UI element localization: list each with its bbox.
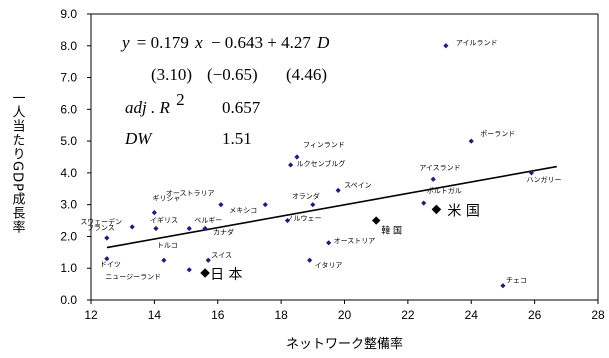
data-point [500, 283, 506, 289]
data-point [310, 202, 316, 208]
dw-value: 1.51 [222, 129, 252, 148]
adj-r2-value: 0.657 [222, 98, 261, 117]
data-point [186, 225, 192, 232]
data-point [294, 154, 300, 160]
data-point [129, 224, 135, 230]
data-point [202, 225, 208, 232]
x-tick-label: 24 [465, 308, 479, 322]
data-label: 日 本 [210, 267, 242, 283]
data-label: メキシコ [229, 207, 257, 215]
data-label: チェコ [506, 277, 527, 285]
x-tick-label: 28 [591, 308, 605, 322]
data-label: アイスランド [419, 164, 460, 172]
x-tick-label: 14 [148, 308, 162, 322]
data-label: イギリス [150, 217, 178, 225]
y-tick-label: 5.0 [60, 134, 77, 148]
data-point [468, 138, 474, 144]
data-label: オランダ [292, 192, 320, 201]
data-label: カナダ [213, 228, 234, 237]
data-point [443, 43, 449, 49]
axes [90, 13, 599, 301]
y-tick-label: 1.0 [60, 261, 77, 275]
y-axis-title: 一人当たりGDP成長率 [10, 91, 26, 234]
data-point [307, 257, 313, 263]
y-axis-ticks: 0.0 1.0 2.0 3.0 4.0 5.0 6.0 7.0 8.0 9.0 [60, 7, 91, 307]
y-tick-label: 8.0 [60, 39, 77, 53]
data-point [205, 257, 211, 263]
y-tick-label: 0.0 [60, 293, 77, 307]
x-tick-label: 18 [274, 308, 288, 322]
data-label: オーストリア [334, 237, 376, 245]
data-point [186, 267, 192, 273]
data-label: ポーランド [480, 130, 515, 138]
data-label: スイス [211, 251, 232, 259]
data-label: ポルトガル [427, 186, 462, 195]
data-point [104, 235, 110, 241]
data-label: ドイツ [100, 261, 121, 269]
data-point [153, 225, 159, 232]
data-point [371, 216, 381, 225]
data-label: スウェーデン [80, 217, 122, 226]
data-point [288, 162, 294, 168]
data-label: ルクセンブルグ [297, 159, 346, 168]
data-label: アイルランド [456, 39, 498, 47]
data-point [431, 204, 442, 215]
data-label: 韓 国 [381, 226, 402, 237]
data-point [161, 257, 167, 263]
data-points [104, 43, 535, 289]
data-label: ハンガリー [526, 175, 561, 184]
data-label: フランス [87, 224, 115, 232]
data-point [430, 176, 436, 182]
regression-annotation: y = 0.179 x − 0.643 + 4.27 D (3.10) (−0.… [120, 33, 330, 148]
trendline [106, 165, 557, 249]
data-point [200, 268, 210, 278]
x-tick-label: 26 [528, 308, 542, 322]
y-tick-label: 2.0 [60, 229, 77, 243]
x-tick-label: 16 [211, 308, 225, 322]
y-tick-label: 9.0 [60, 7, 77, 21]
data-point [104, 256, 110, 262]
data-point [218, 202, 224, 208]
data-label: ギリシャ [152, 195, 180, 203]
data-label: ベルギー [194, 217, 222, 225]
data-label: イタリア [315, 260, 343, 269]
x-axis-title: ネットワーク整備率 [286, 336, 403, 352]
data-point [326, 240, 332, 246]
data-label: フィンランド [303, 141, 345, 149]
x-tick-label: 20 [338, 308, 352, 322]
y-tick-label: 3.0 [60, 198, 77, 212]
adj-r2-label: adj . R 2 [125, 90, 185, 117]
t-value-1: (3.10) [151, 65, 192, 84]
data-label: 米 国 [447, 203, 479, 219]
data-label: ノルウェー [286, 215, 321, 223]
data-point [151, 210, 157, 216]
t-value-2: (−0.65) [207, 65, 258, 84]
data-label: オーストラリア [166, 190, 215, 198]
data-point [421, 200, 427, 206]
x-axis-ticks: 12 14 16 18 20 22 24 26 28 [84, 300, 605, 322]
data-point [528, 170, 535, 176]
dw-label: DW [124, 129, 153, 148]
y-tick-label: 4.0 [60, 166, 77, 180]
y-tick-label: 7.0 [60, 71, 77, 85]
equation-line: y = 0.179 x − 0.643 + 4.27 D [120, 33, 330, 52]
y-tick-label: 6.0 [60, 102, 77, 116]
data-point [262, 202, 268, 208]
x-tick-label: 12 [84, 308, 98, 322]
x-tick-label: 22 [401, 308, 415, 322]
data-label: トルコ [157, 241, 178, 249]
data-point [284, 217, 291, 224]
data-label: スペイン [344, 181, 372, 189]
data-label: ニュージーランド [105, 273, 161, 281]
data-point [335, 187, 341, 193]
t-value-3: (4.46) [286, 65, 327, 84]
